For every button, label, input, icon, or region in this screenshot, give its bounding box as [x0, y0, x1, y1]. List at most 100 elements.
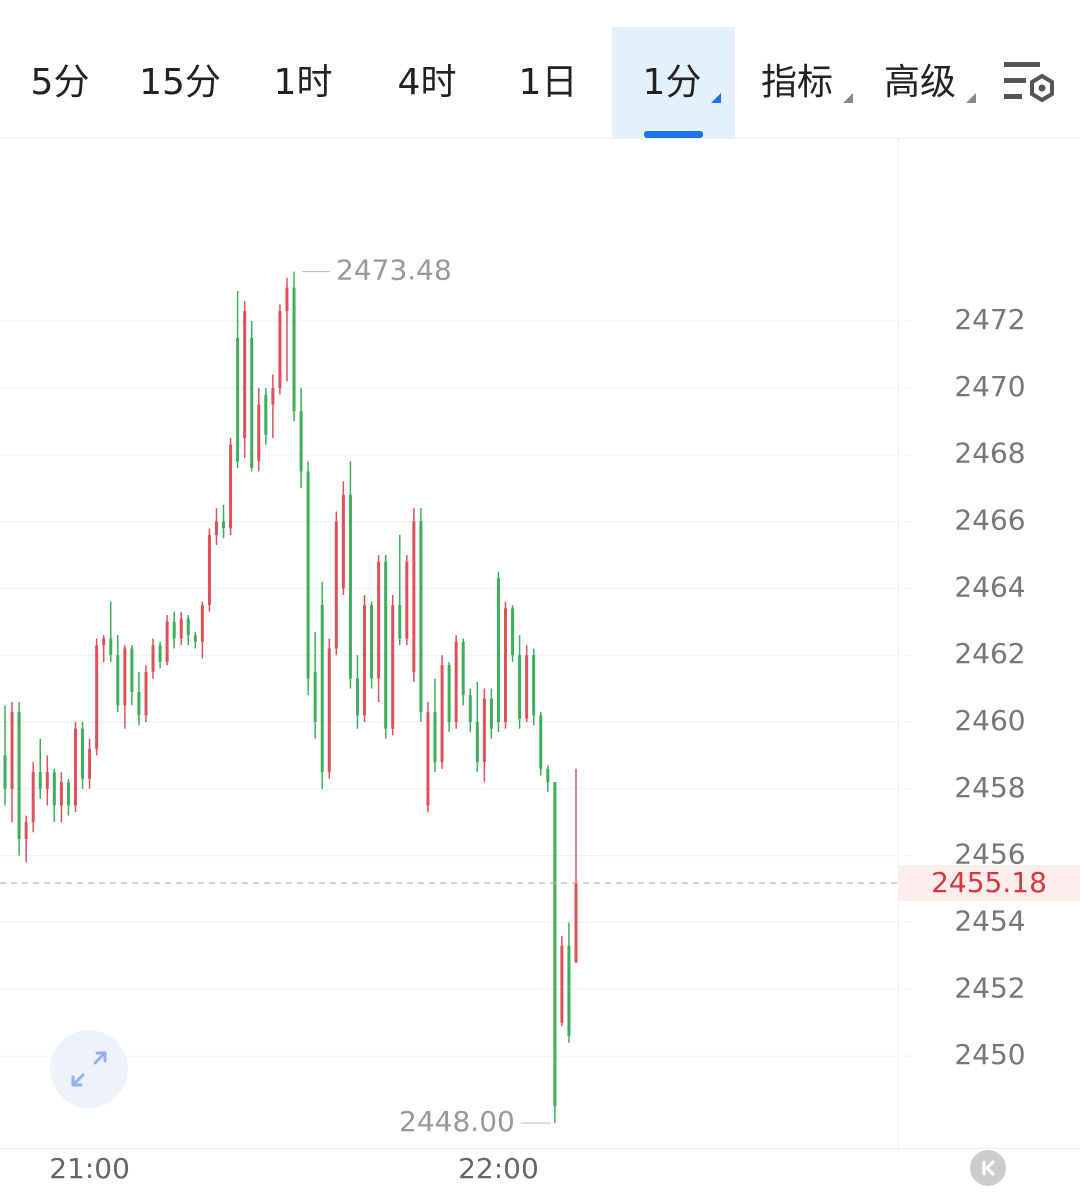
y-tick-label: 2452 — [954, 971, 1025, 1004]
last-price-label: 2455.18 — [931, 866, 1047, 899]
tab[interactable]: 1时 — [274, 62, 333, 103]
candle-body — [102, 638, 106, 646]
candle-body — [370, 605, 374, 679]
y-tick-label: 2468 — [954, 437, 1025, 470]
expand-button[interactable] — [50, 1030, 128, 1108]
tab[interactable]: 5分 — [31, 62, 90, 103]
candle-body — [88, 748, 92, 779]
scroll-to-latest-button[interactable] — [970, 1150, 1006, 1186]
candle-body — [461, 641, 465, 696]
candle-body — [532, 655, 536, 716]
candle-body — [567, 945, 571, 1037]
candle-body — [511, 608, 515, 656]
candle-body — [116, 655, 120, 706]
candle-body — [334, 521, 338, 649]
candle-body — [377, 561, 381, 679]
candle-body — [257, 404, 261, 462]
candle-body — [285, 287, 289, 312]
candle-body — [73, 728, 77, 806]
candle-body — [504, 608, 508, 723]
candle-body — [518, 655, 522, 719]
candle-body — [236, 337, 240, 462]
candle-body — [95, 645, 99, 749]
y-tick-label: 2458 — [954, 771, 1025, 804]
candle-body — [412, 521, 416, 672]
candle-body — [250, 337, 254, 469]
candle-body — [468, 695, 472, 723]
candle-body — [38, 772, 42, 789]
candle-body — [179, 618, 183, 639]
candle-body — [45, 772, 49, 789]
candle-body — [10, 711, 14, 789]
y-tick-label: 2466 — [954, 504, 1025, 537]
candle-body — [391, 605, 395, 729]
candle-body — [214, 521, 218, 535]
x-tick-label: 21:00 — [49, 1152, 130, 1185]
candle-body — [426, 711, 430, 806]
tab[interactable]: 1分 — [643, 62, 702, 103]
candle-body — [123, 648, 127, 706]
x-tick-label: 22:00 — [458, 1152, 539, 1185]
candle-body — [207, 534, 211, 606]
selected-tab-bg — [612, 27, 735, 138]
tab[interactable]: 4时 — [398, 62, 457, 103]
high-label: 2473.48 — [336, 254, 452, 287]
tab[interactable]: 15分 — [139, 62, 221, 103]
candle-body — [348, 494, 352, 679]
candle-body — [144, 671, 148, 716]
tab[interactable]: 1日 — [519, 62, 578, 103]
candle-body — [271, 387, 275, 405]
candle-body — [341, 494, 345, 589]
candle-body — [454, 641, 458, 723]
candle-body — [574, 883, 578, 963]
candle-body — [525, 655, 529, 719]
candle-body — [172, 621, 176, 639]
candle-body — [151, 645, 155, 672]
dropdown-arrow — [966, 93, 976, 103]
candle-body — [66, 782, 70, 806]
y-tick-label: 2464 — [954, 570, 1025, 603]
candle-body — [306, 471, 310, 679]
candle-body — [489, 698, 493, 729]
y-tick-label: 2450 — [954, 1038, 1025, 1071]
candle-body — [496, 578, 500, 723]
candle-body — [482, 698, 486, 763]
candle-body — [52, 772, 56, 806]
y-tick-label: 2454 — [954, 904, 1025, 937]
candle-body — [546, 768, 550, 783]
low-label: 2448.00 — [399, 1105, 515, 1138]
tab[interactable]: 高级 — [884, 62, 956, 103]
candle-body — [363, 605, 367, 716]
tab[interactable]: 指标 — [761, 62, 833, 103]
candle-body — [59, 782, 63, 806]
y-tick-label: 2460 — [954, 704, 1025, 737]
candle-body — [447, 665, 451, 723]
candle-body — [222, 521, 226, 529]
candle-body — [539, 715, 543, 769]
candle-body — [3, 755, 7, 789]
candle-body — [186, 618, 190, 636]
candle-body — [440, 665, 444, 763]
candle-body — [229, 444, 233, 529]
candle-body — [130, 648, 134, 692]
candle-body — [313, 671, 317, 723]
candle-body — [475, 722, 479, 763]
y-tick-label: 2472 — [954, 303, 1025, 336]
candle-body — [384, 561, 388, 729]
candle-body — [200, 605, 204, 642]
candle-body — [398, 605, 402, 639]
candle-body — [553, 782, 557, 1107]
candle-body — [433, 711, 437, 763]
candle-body — [24, 822, 28, 839]
last-price-bg — [899, 865, 1080, 902]
settings-icon[interactable] — [1004, 62, 1054, 103]
candle-body — [193, 635, 197, 642]
candle-body — [158, 645, 162, 662]
candle-body — [243, 311, 247, 439]
candle-body — [405, 561, 409, 639]
candle-body — [278, 311, 282, 388]
dropdown-arrow — [843, 93, 853, 103]
candle-body — [17, 711, 21, 839]
candle-body — [299, 411, 303, 472]
